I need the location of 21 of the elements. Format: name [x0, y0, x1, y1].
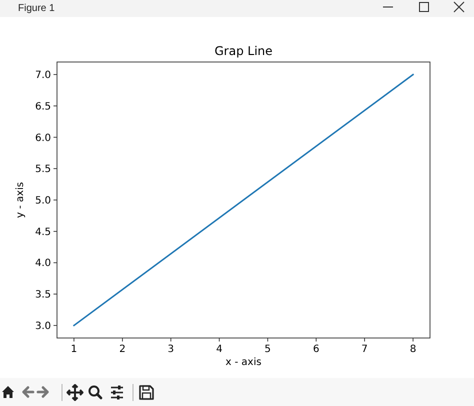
x-tick-label: 4 [216, 344, 222, 355]
y-tick-label: 3.0 [35, 320, 51, 332]
y-tick-label: 6.0 [35, 132, 51, 144]
x-tick-label: 7 [361, 344, 368, 355]
y-tick-label: 4.0 [35, 258, 51, 270]
x-tick-label: 3 [168, 344, 174, 355]
x-axis-title: x - axis [226, 357, 262, 368]
x-tick-label: 2 [119, 344, 126, 355]
x-tick-label: 5 [264, 344, 271, 355]
y-tick-label: 3.5 [35, 290, 51, 301]
x-tick-label: 1 [70, 344, 78, 355]
y-tick-label: 5.0 [35, 196, 51, 206]
x-tick-label: 6 [312, 344, 320, 355]
y-tick-label: 7.0 [35, 70, 51, 82]
caption: Figure 1 [18, 3, 56, 14]
y-tick-label: 6.5 [35, 101, 51, 112]
y-tick-label: 4.5 [35, 226, 51, 238]
y-tick-label: 5.5 [35, 164, 51, 176]
chart-title: Grap Line [214, 44, 273, 58]
y-axis-title: y - axis [15, 182, 26, 218]
x-tick-label: 8 [410, 344, 416, 355]
